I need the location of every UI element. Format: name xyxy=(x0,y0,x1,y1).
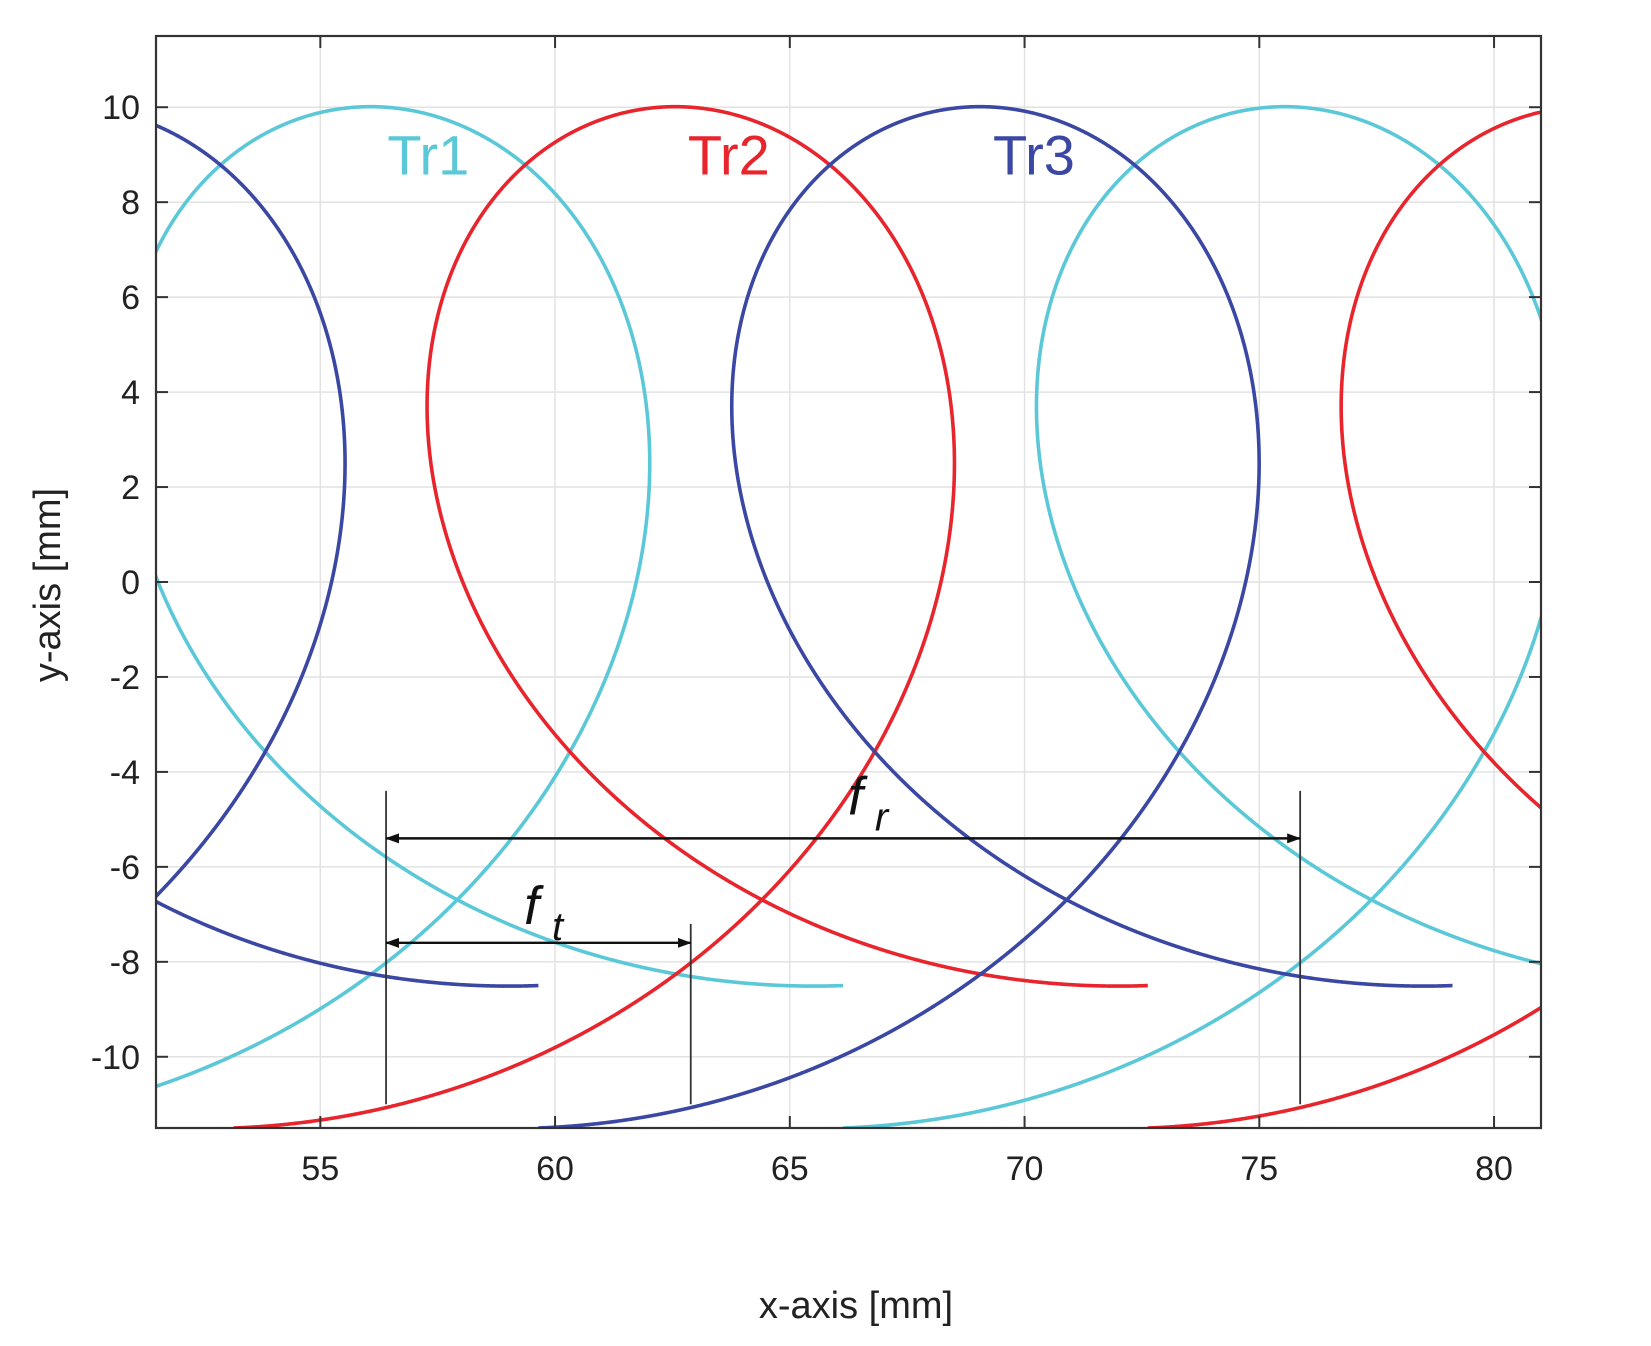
series-labels: Tr1 Tr2 Tr3 xyxy=(387,124,1075,187)
y-tick-label: 10 xyxy=(102,89,140,127)
series-Tr3-curve xyxy=(156,123,539,988)
series-Tr2-curve xyxy=(233,104,1148,1128)
annotation-subscript-r: r xyxy=(875,796,890,840)
y-tick-label: 4 xyxy=(121,374,140,412)
y-tick-label: 6 xyxy=(121,279,140,317)
annotations: f rf t xyxy=(385,767,1302,949)
series-Tr3-curve xyxy=(538,104,1453,1128)
tick-labels: 55 60 65 70 75 80 10 8 6 4 2 0 -2 -4 -6 -8 -10 xyxy=(91,89,1513,1188)
y-tick-label: -10 xyxy=(91,1039,140,1077)
y-tick-label: 0 xyxy=(121,564,140,602)
x-tick-label: 70 xyxy=(1006,1150,1044,1188)
x-tick-label: 80 xyxy=(1475,1150,1513,1188)
x-tick-label: 65 xyxy=(771,1150,809,1188)
y-tick-label: -2 xyxy=(110,659,140,697)
curves xyxy=(156,104,1541,1128)
y-axis-label: y-axis [mm] xyxy=(27,488,69,682)
grid-lines xyxy=(156,36,1541,1128)
series-Tr1-curve xyxy=(843,104,1541,1128)
y-tick-label: 2 xyxy=(121,469,140,507)
y-tick-label: -4 xyxy=(110,754,140,792)
series-label-Tr1: Tr1 xyxy=(387,124,469,187)
series-Tr2-curve xyxy=(1147,110,1541,1128)
annotation-label-ft: f xyxy=(524,876,544,936)
axes-frame xyxy=(154,34,1543,1130)
series-label-Tr2: Tr2 xyxy=(688,124,770,187)
x-tick-label: 75 xyxy=(1240,1150,1278,1188)
plot-frame xyxy=(154,34,1543,1130)
annotation-subscript-t: t xyxy=(552,905,565,949)
x-axis-label: x-axis [mm] xyxy=(759,1285,953,1327)
x-tick-label: 60 xyxy=(536,1150,574,1188)
series-Tr1-curve xyxy=(156,104,844,1089)
y-tick-label: 8 xyxy=(121,184,140,222)
annotation-label-fr: f xyxy=(848,767,868,827)
x-tick-label: 55 xyxy=(301,1150,339,1188)
y-tick-label: -8 xyxy=(110,944,140,982)
series-label-Tr3: Tr3 xyxy=(993,124,1075,187)
y-tick-label: -6 xyxy=(110,849,140,887)
